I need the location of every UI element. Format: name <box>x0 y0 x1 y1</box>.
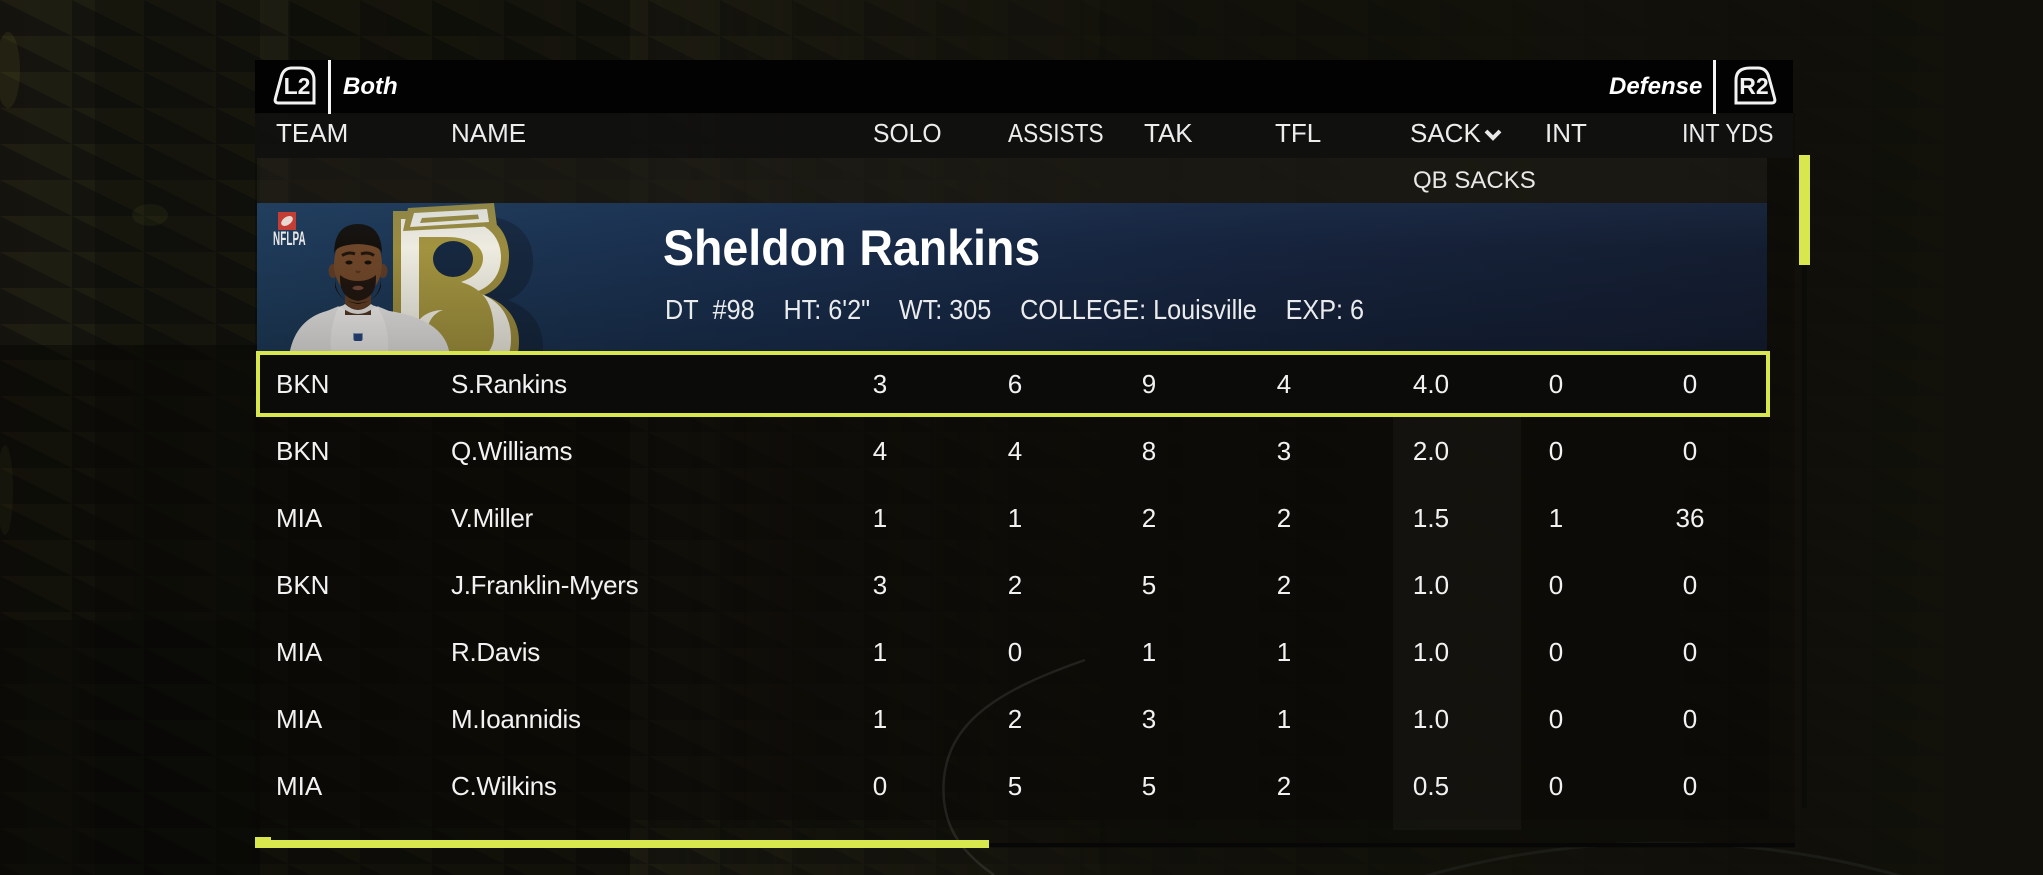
svg-text:L2: L2 <box>284 73 311 99</box>
svg-text:R2: R2 <box>1739 73 1768 99</box>
